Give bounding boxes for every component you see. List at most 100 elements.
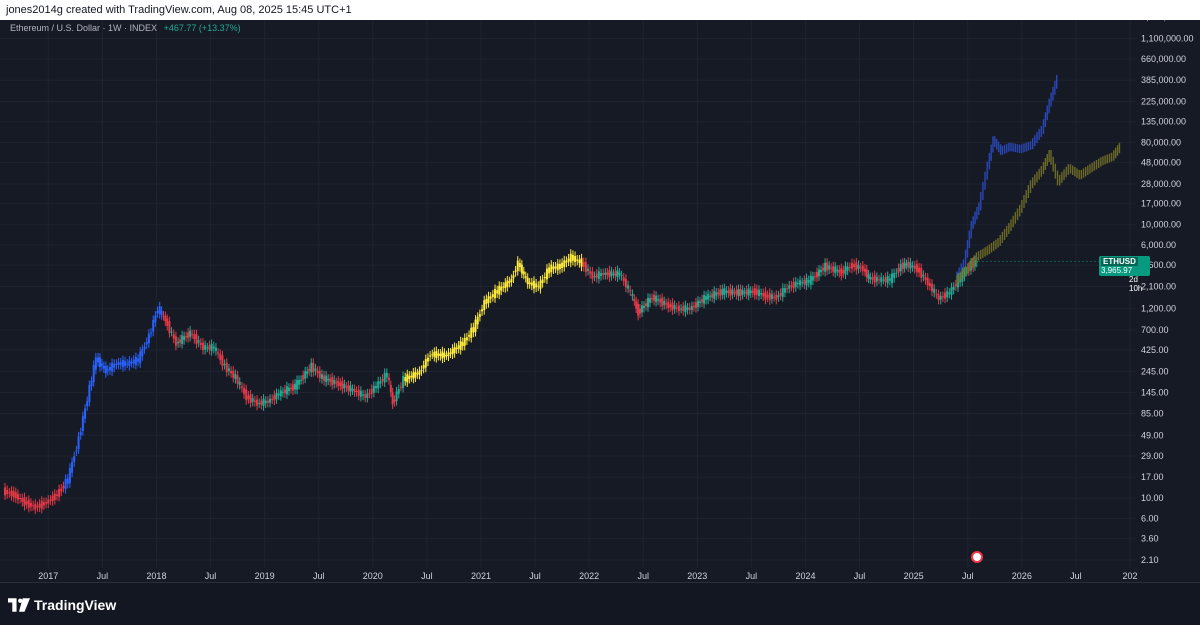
price-candle-body xyxy=(871,277,874,280)
price-candle-body xyxy=(58,489,61,497)
price-candle-body xyxy=(191,334,194,336)
price-candle-body xyxy=(94,357,97,370)
price-candle-body xyxy=(838,269,841,273)
price-candle-body xyxy=(412,372,415,379)
price-candle-body xyxy=(496,290,499,294)
price-candle-body xyxy=(333,379,336,384)
price-candle-body xyxy=(481,309,484,312)
price-tag-symbol: ETHUSD xyxy=(1101,257,1138,266)
price-candle-body xyxy=(264,400,267,404)
price-candle-body xyxy=(219,353,222,360)
price-candle-body xyxy=(453,346,456,354)
event-flag-icon[interactable] xyxy=(971,551,983,563)
price-candle-body xyxy=(154,315,157,323)
x-tick-label: Jul xyxy=(205,571,217,581)
y-tick-label: 245.00 xyxy=(1141,367,1169,377)
price-candle-body xyxy=(673,305,676,310)
price-candle-body xyxy=(449,352,452,354)
price-candle-body xyxy=(815,272,818,278)
price-candle-body xyxy=(677,305,680,312)
x-tick-label: 2020 xyxy=(363,571,383,581)
price-candle-body xyxy=(359,390,362,397)
price-candle-body xyxy=(671,302,674,311)
price-candle-body xyxy=(366,393,369,398)
price-candle-body xyxy=(895,272,898,274)
price-candle-body xyxy=(543,276,546,279)
price-candle-body xyxy=(593,276,596,278)
price-candle-body xyxy=(470,327,473,338)
price-candle-body xyxy=(882,279,885,281)
price-candle-body xyxy=(172,334,175,339)
price-candle-body xyxy=(476,316,479,325)
price-candle-body xyxy=(483,300,486,311)
price-candle-body xyxy=(459,341,462,350)
price-chart[interactable]: 1,900,000.00 1,100,000.00 660,000.00 385,00… xyxy=(0,20,1200,582)
price-candle-body xyxy=(420,369,423,372)
attribution-text: jones2014g created with TradingView.com,… xyxy=(6,4,352,16)
price-candle-body xyxy=(289,387,292,390)
tradingview-brand[interactable]: TradingView xyxy=(8,597,116,613)
price-candle-body xyxy=(66,478,69,484)
price-candle-body xyxy=(946,291,949,298)
price-candle-body xyxy=(150,332,153,334)
price-candle-body xyxy=(705,296,708,300)
price-candle-body xyxy=(23,497,26,506)
chart-area[interactable]: 1,900,000.00 1,100,000.00 660,000.00 385,00… xyxy=(0,20,1200,582)
y-tick-label: 17,000.00 xyxy=(1141,199,1181,209)
price-candle-body xyxy=(520,264,523,274)
price-candle-body xyxy=(485,299,488,305)
price-candle-body xyxy=(397,389,400,394)
price-candle-body xyxy=(296,380,299,390)
price-candle-body xyxy=(576,259,579,261)
price-candle-body xyxy=(783,288,786,293)
price-candle-body xyxy=(657,299,660,301)
price-candle-body xyxy=(100,363,103,366)
y-tick-label: 28,000.00 xyxy=(1141,179,1181,189)
price-candle-body xyxy=(518,263,521,268)
price-candle-body xyxy=(29,502,32,507)
price-candle-body xyxy=(733,292,736,294)
price-candle-body xyxy=(884,277,887,282)
price-candle-body xyxy=(713,290,716,299)
price-candle-body xyxy=(545,268,548,280)
price-candle-body xyxy=(502,286,505,288)
price-candle-body xyxy=(886,276,889,284)
price-candle-body xyxy=(587,268,590,271)
price-candle-body xyxy=(684,305,687,313)
price-candle-body xyxy=(721,289,724,295)
price-candle-body xyxy=(773,296,776,298)
price-candle-body xyxy=(803,279,806,285)
price-candle-body xyxy=(439,353,442,357)
price-candle-body xyxy=(294,383,297,390)
price-candle-body xyxy=(308,368,311,372)
price-candle-body xyxy=(747,288,750,296)
x-tick-label: Jul xyxy=(637,571,649,581)
price-candle-body xyxy=(357,389,360,396)
price-candle-body xyxy=(21,498,24,502)
price-candle-body xyxy=(285,386,288,395)
price-candle-body xyxy=(221,355,224,367)
price-candle-body xyxy=(108,366,111,371)
price-candle-body xyxy=(408,375,411,379)
price-candle-body xyxy=(298,379,301,385)
price-candle-body xyxy=(535,283,538,288)
price-candle-body xyxy=(8,492,11,494)
price-candle-body xyxy=(844,265,847,275)
price-candle-body xyxy=(197,340,200,343)
price-candle-body xyxy=(711,293,714,298)
price-candle-body xyxy=(539,280,542,289)
price-candle-body xyxy=(124,361,127,366)
price-candle-body xyxy=(302,375,305,380)
footer: TradingView xyxy=(0,582,1200,625)
price-candle-body xyxy=(631,293,634,297)
price-candle-body xyxy=(775,294,778,300)
price-candle-body xyxy=(472,327,475,333)
x-tick-label: Jul xyxy=(962,571,974,581)
price-candle-body xyxy=(404,377,407,382)
price-candle-body xyxy=(647,297,650,308)
price-candle-body xyxy=(963,271,966,277)
price-candle-body xyxy=(320,374,323,379)
x-tick-label: 2026 xyxy=(1012,571,1032,581)
price-candle-body xyxy=(353,388,356,393)
price-candle-body xyxy=(47,499,50,504)
